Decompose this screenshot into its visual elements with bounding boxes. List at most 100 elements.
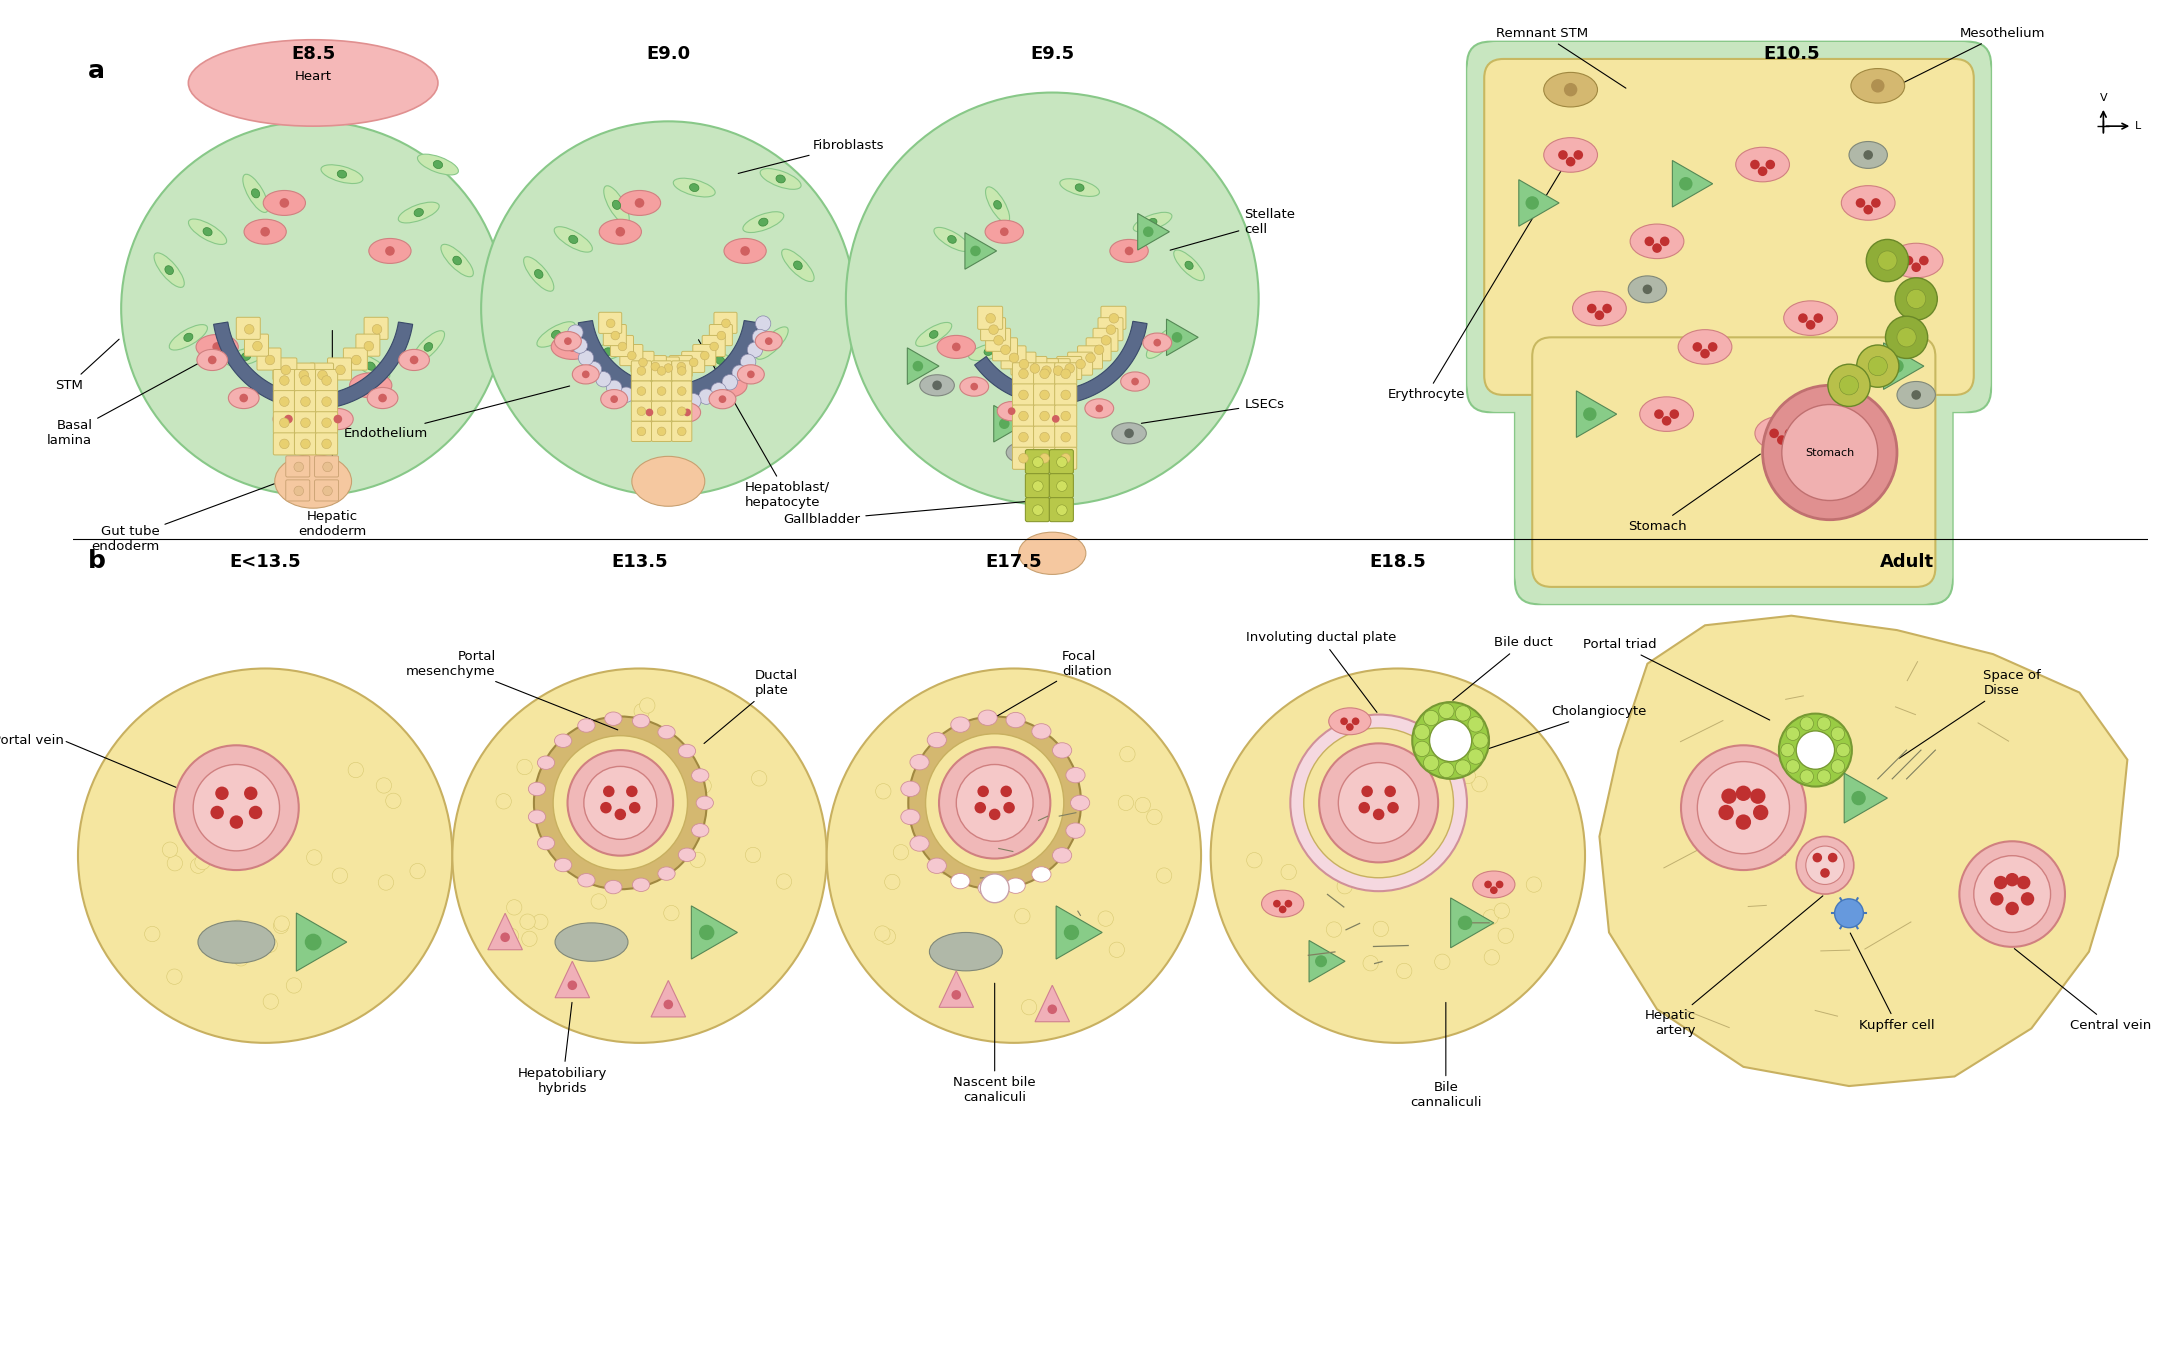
Circle shape	[210, 805, 225, 819]
Circle shape	[1290, 715, 1467, 892]
Ellipse shape	[555, 859, 573, 871]
Ellipse shape	[536, 321, 575, 347]
Circle shape	[1147, 809, 1163, 825]
Ellipse shape	[715, 357, 724, 365]
Circle shape	[908, 716, 1080, 889]
Circle shape	[568, 325, 583, 340]
Circle shape	[637, 871, 653, 886]
Circle shape	[2005, 901, 2018, 915]
Polygon shape	[975, 321, 1147, 405]
Circle shape	[501, 933, 510, 943]
Ellipse shape	[601, 390, 627, 409]
Circle shape	[1973, 856, 2051, 933]
Circle shape	[657, 366, 666, 375]
FancyBboxPatch shape	[672, 401, 692, 421]
Polygon shape	[296, 912, 346, 971]
Ellipse shape	[527, 782, 545, 796]
Circle shape	[1681, 745, 1807, 870]
FancyBboxPatch shape	[657, 357, 679, 379]
Circle shape	[659, 397, 674, 412]
Circle shape	[1340, 718, 1348, 726]
Circle shape	[573, 338, 588, 354]
Polygon shape	[488, 914, 523, 949]
FancyBboxPatch shape	[1033, 358, 1059, 381]
Ellipse shape	[1132, 213, 1171, 232]
Circle shape	[1910, 390, 1921, 399]
Ellipse shape	[949, 236, 957, 243]
Circle shape	[1007, 407, 1016, 414]
Circle shape	[521, 932, 538, 947]
Circle shape	[166, 856, 182, 871]
Circle shape	[534, 716, 707, 889]
Circle shape	[1586, 303, 1597, 313]
Ellipse shape	[424, 343, 432, 351]
Ellipse shape	[290, 381, 298, 390]
Ellipse shape	[679, 848, 696, 862]
FancyBboxPatch shape	[272, 391, 296, 413]
Text: E9.0: E9.0	[646, 44, 689, 63]
Ellipse shape	[482, 121, 856, 495]
Circle shape	[1910, 262, 1921, 272]
Ellipse shape	[577, 719, 594, 733]
Circle shape	[1346, 723, 1353, 731]
Circle shape	[2005, 873, 2018, 886]
Ellipse shape	[281, 366, 307, 405]
Ellipse shape	[1262, 890, 1303, 916]
Circle shape	[1707, 342, 1718, 351]
FancyBboxPatch shape	[992, 338, 1018, 361]
Ellipse shape	[121, 121, 506, 495]
Ellipse shape	[603, 347, 612, 355]
Text: Bile duct: Bile duct	[1452, 637, 1552, 700]
Circle shape	[568, 981, 577, 991]
Text: Space of
Disse: Space of Disse	[1900, 670, 2042, 759]
FancyBboxPatch shape	[316, 391, 337, 413]
Circle shape	[668, 740, 683, 756]
Ellipse shape	[1018, 532, 1085, 575]
Circle shape	[752, 771, 767, 786]
Circle shape	[940, 748, 1050, 859]
Circle shape	[1796, 731, 1835, 770]
Circle shape	[1338, 763, 1420, 844]
Circle shape	[983, 842, 998, 859]
Circle shape	[1424, 711, 1439, 726]
FancyBboxPatch shape	[285, 480, 309, 501]
Ellipse shape	[244, 220, 285, 244]
Circle shape	[689, 852, 704, 867]
Circle shape	[614, 808, 627, 820]
Polygon shape	[994, 406, 1026, 442]
Circle shape	[717, 331, 726, 340]
Circle shape	[1001, 827, 1016, 842]
FancyBboxPatch shape	[294, 369, 316, 391]
Circle shape	[376, 778, 391, 793]
Ellipse shape	[761, 169, 802, 189]
Ellipse shape	[272, 409, 305, 429]
FancyBboxPatch shape	[1100, 306, 1126, 329]
Circle shape	[1863, 204, 1874, 214]
Circle shape	[655, 772, 670, 788]
Circle shape	[1318, 744, 1439, 863]
Circle shape	[1018, 432, 1029, 442]
Ellipse shape	[1850, 141, 1887, 169]
Circle shape	[875, 926, 890, 941]
Text: Stomach: Stomach	[1804, 447, 1854, 457]
Circle shape	[300, 376, 311, 386]
Circle shape	[1718, 805, 1733, 820]
Circle shape	[592, 799, 607, 814]
Circle shape	[1124, 247, 1132, 255]
Circle shape	[1039, 432, 1050, 442]
Circle shape	[1109, 313, 1119, 322]
Circle shape	[1057, 457, 1068, 468]
Circle shape	[1787, 727, 1800, 741]
FancyBboxPatch shape	[357, 335, 380, 357]
Circle shape	[1106, 325, 1115, 335]
Circle shape	[720, 395, 726, 403]
Ellipse shape	[242, 174, 268, 213]
Ellipse shape	[845, 92, 1258, 505]
Circle shape	[1990, 892, 2003, 906]
Ellipse shape	[555, 332, 581, 351]
Circle shape	[618, 387, 633, 402]
Polygon shape	[908, 348, 940, 384]
Circle shape	[741, 354, 756, 369]
Circle shape	[627, 786, 637, 797]
Ellipse shape	[782, 250, 815, 281]
